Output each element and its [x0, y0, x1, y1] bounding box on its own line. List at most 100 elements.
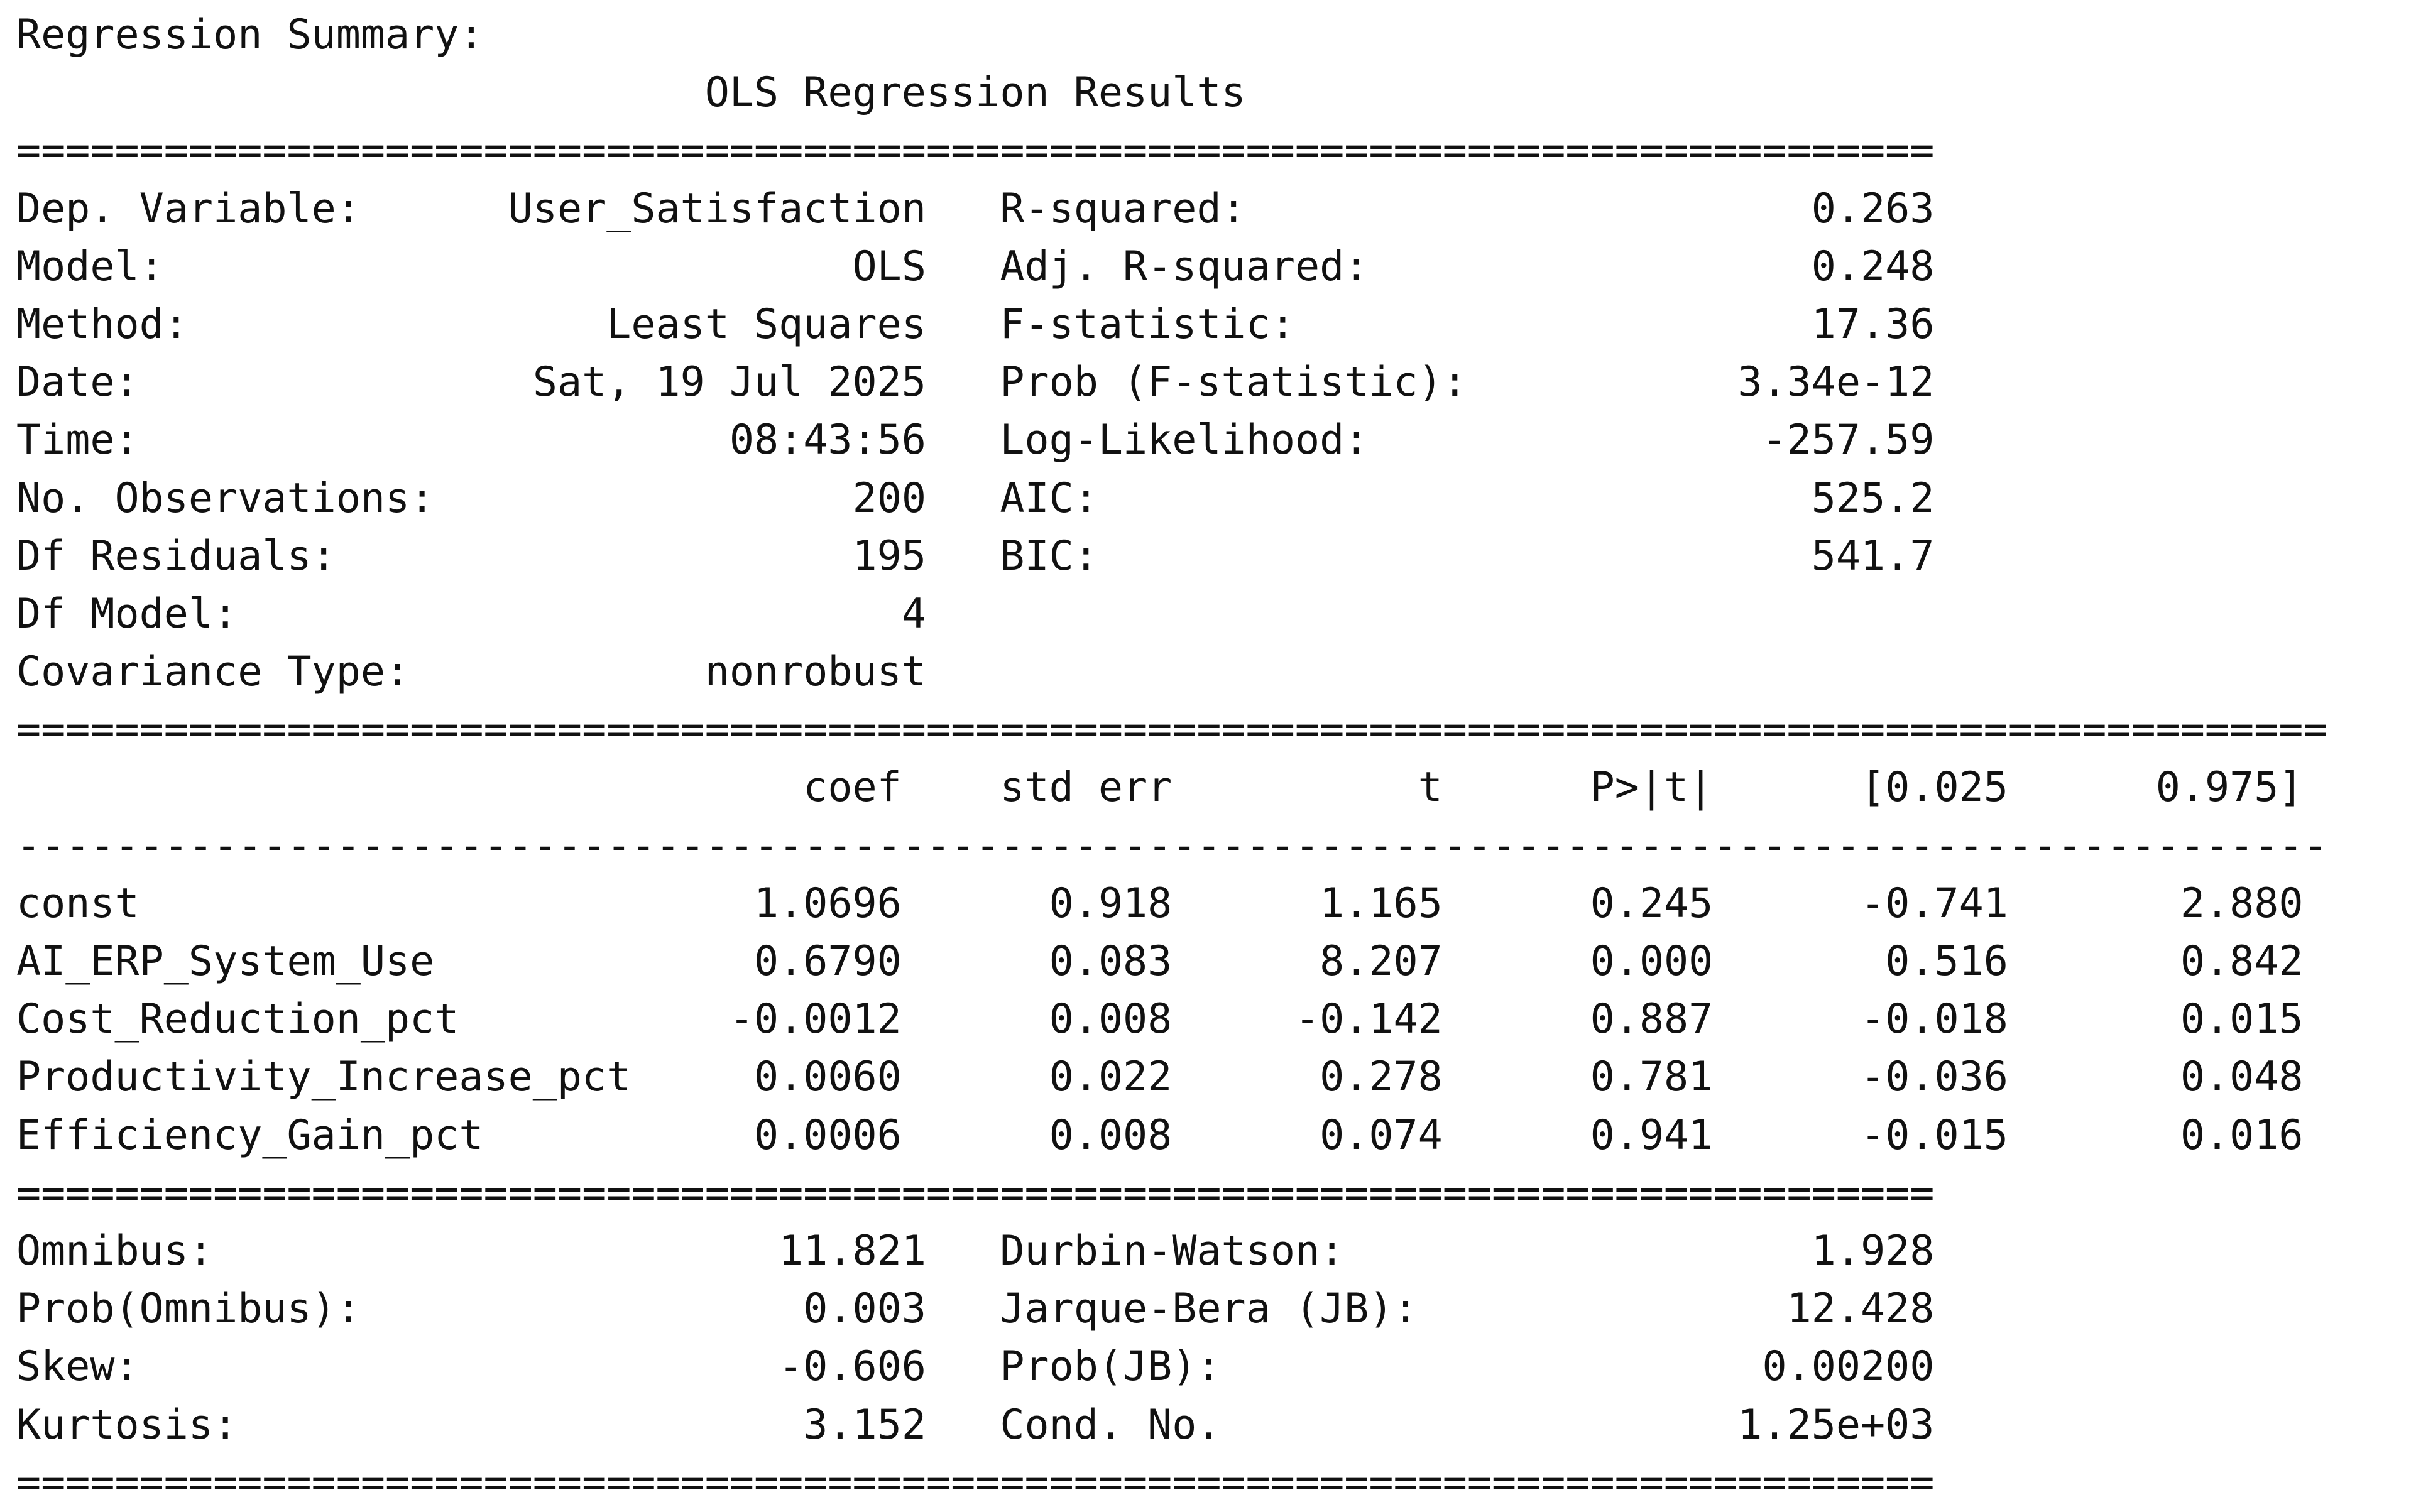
coef-cell: -0.0012 [729, 996, 902, 1043]
column-header: std err [1000, 764, 1173, 812]
info-value: -257.59 [1762, 416, 1935, 464]
column-header: t [1418, 764, 1443, 812]
model-info-row: Model: OLS Adj. R-squared: 0.248 [16, 238, 2328, 296]
summary-label-line: Regression Summary: [16, 6, 2328, 64]
diag-label: Skew: [16, 1343, 139, 1391]
double-separator: ========================================… [16, 127, 1935, 175]
info-value: 0.263 [1811, 185, 1935, 232]
diag-label: Omnibus: [16, 1227, 214, 1275]
regression-output: Regression Summary: OLS Regression Resul… [16, 6, 2328, 1512]
coef-cell: -0.142 [1294, 996, 1443, 1043]
coef-cell: -0.015 [1861, 1111, 2008, 1159]
coef-cell: -0.036 [1861, 1053, 2008, 1101]
coef-cell: 0.0006 [754, 1111, 902, 1159]
info-value: nonrobust [704, 648, 926, 696]
diag-value: 1.928 [1811, 1227, 1935, 1275]
info-value: 3.34e-12 [1737, 359, 1935, 406]
info-label: F-statistic: [1000, 300, 1295, 348]
coef-cell: 0.278 [1320, 1053, 1443, 1101]
info-label: No. Observations: [16, 474, 435, 522]
double-separator: ========================================… [16, 1169, 1935, 1217]
diag-value: 1.25e+03 [1737, 1401, 1935, 1449]
model-info-row: Time: 08:43:56 Log-Likelihood: -257.59 [16, 411, 2328, 469]
coef-cell: 1.0696 [754, 879, 902, 927]
diag-value: -0.606 [779, 1343, 926, 1391]
table-row: Productivity_Increase_pct 0.0060 0.022 0… [16, 1048, 2328, 1106]
results-title-line: OLS Regression Results [16, 64, 2328, 122]
info-label: BIC: [1000, 532, 1098, 580]
model-info-row: Df Model: 4 [16, 585, 2328, 643]
coef-cell: 0.008 [1049, 996, 1173, 1043]
coef-cell: 0.008 [1049, 1111, 1173, 1159]
info-label: Covariance Type: [16, 648, 410, 696]
coef-cell: 0.887 [1590, 996, 1714, 1043]
model-info-row: Df Residuals: 195 BIC: 541.7 [16, 528, 2328, 585]
table-row: Efficiency_Gain_pct 0.0006 0.008 0.074 0… [16, 1107, 2328, 1165]
single-separator: ----------------------------------------… [16, 822, 2328, 869]
coef-cell: 0.022 [1049, 1053, 1173, 1101]
table-row: AI_ERP_System_Use 0.6790 0.083 8.207 0.0… [16, 933, 2328, 991]
coef-cell: 0.015 [2180, 996, 2304, 1043]
info-label: Adj. R-squared: [1000, 242, 1369, 290]
diag-value: 0.00200 [1762, 1343, 1935, 1391]
coef-cell: 0.074 [1320, 1111, 1443, 1159]
coef-cell: 0.781 [1590, 1053, 1714, 1101]
variable-name: Cost_Reduction_pct [16, 996, 459, 1043]
column-header: P>|t| [1590, 764, 1714, 812]
info-value: 4 [901, 590, 926, 638]
info-label: Log-Likelihood: [1000, 416, 1369, 464]
coef-cell: 2.880 [2180, 879, 2304, 927]
info-label: Prob (F-statistic): [1000, 359, 1467, 406]
coef-cell: 0.0060 [754, 1053, 902, 1101]
coef-cell: 0.000 [1590, 938, 1714, 985]
variable-name: Efficiency_Gain_pct [16, 1111, 484, 1159]
coef-cell: -0.018 [1861, 996, 2008, 1043]
info-value: Least Squares [606, 300, 926, 348]
info-label: Model: [16, 242, 164, 290]
variable-name: const [16, 879, 139, 927]
info-label: R-squared: [1000, 185, 1246, 232]
diagnostics-row: Omnibus: 11.821 Durbin-Watson: 1.928 [16, 1222, 2328, 1280]
diag-value: 3.152 [803, 1401, 926, 1449]
coef-cell: -0.741 [1861, 879, 2008, 927]
info-value: Sat, 19 Jul 2025 [532, 359, 926, 406]
model-info-row: Dep. Variable: User_Satisfaction R-squar… [16, 180, 2328, 238]
model-info-row: Covariance Type: nonrobust [16, 643, 2328, 701]
variable-name: AI_ERP_System_Use [16, 938, 435, 985]
info-value: User_Satisfaction [508, 185, 926, 232]
summary-label: Regression Summary: [16, 11, 484, 58]
info-value: OLS [852, 242, 926, 290]
model-info-row: No. Observations: 200 AIC: 525.2 [16, 470, 2328, 528]
info-value: 0.248 [1811, 242, 1935, 290]
diag-value: 0.003 [803, 1285, 926, 1333]
column-header: [0.025 [1861, 764, 2008, 812]
info-value: 17.36 [1811, 300, 1935, 348]
diagnostics-row: Skew: -0.606 Prob(JB): 0.00200 [16, 1338, 2328, 1396]
diag-label: Kurtosis: [16, 1401, 238, 1449]
info-value: 541.7 [1811, 532, 1935, 580]
diag-label: Prob(JB): [1000, 1343, 1222, 1391]
info-label: Dep. Variable: [16, 185, 361, 232]
coef-cell: 0.016 [2180, 1111, 2304, 1159]
diag-label: Durbin-Watson: [1000, 1227, 1345, 1275]
coef-cell: 1.165 [1320, 879, 1443, 927]
table-row: Cost_Reduction_pct -0.0012 0.008 -0.142 … [16, 991, 2328, 1048]
info-label: Df Model: [16, 590, 238, 638]
info-label: Time: [16, 416, 139, 464]
column-header: 0.975] [2155, 764, 2304, 812]
column-header: coef [803, 764, 902, 812]
results-title: OLS Regression Results [704, 69, 1246, 117]
coef-cell: 0.245 [1590, 879, 1714, 927]
info-label: Df Residuals: [16, 532, 336, 580]
info-label: Method: [16, 300, 189, 348]
coef-cell: 0.918 [1049, 879, 1173, 927]
double-separator: ========================================… [16, 706, 2328, 754]
coef-header-row: coef std err t P>|t| [0.025 0.975] [16, 759, 2328, 817]
diagnostics-row: Kurtosis: 3.152 Cond. No. 1.25e+03 [16, 1396, 2328, 1454]
diag-value: 12.428 [1786, 1285, 1935, 1333]
coef-cell: 0.6790 [754, 938, 902, 985]
coef-cell: 0.516 [1885, 938, 2008, 985]
coef-cell: 0.083 [1049, 938, 1173, 985]
diag-label: Cond. No. [1000, 1401, 1222, 1449]
model-info-row: Date: Sat, 19 Jul 2025 Prob (F-statistic… [16, 354, 2328, 411]
